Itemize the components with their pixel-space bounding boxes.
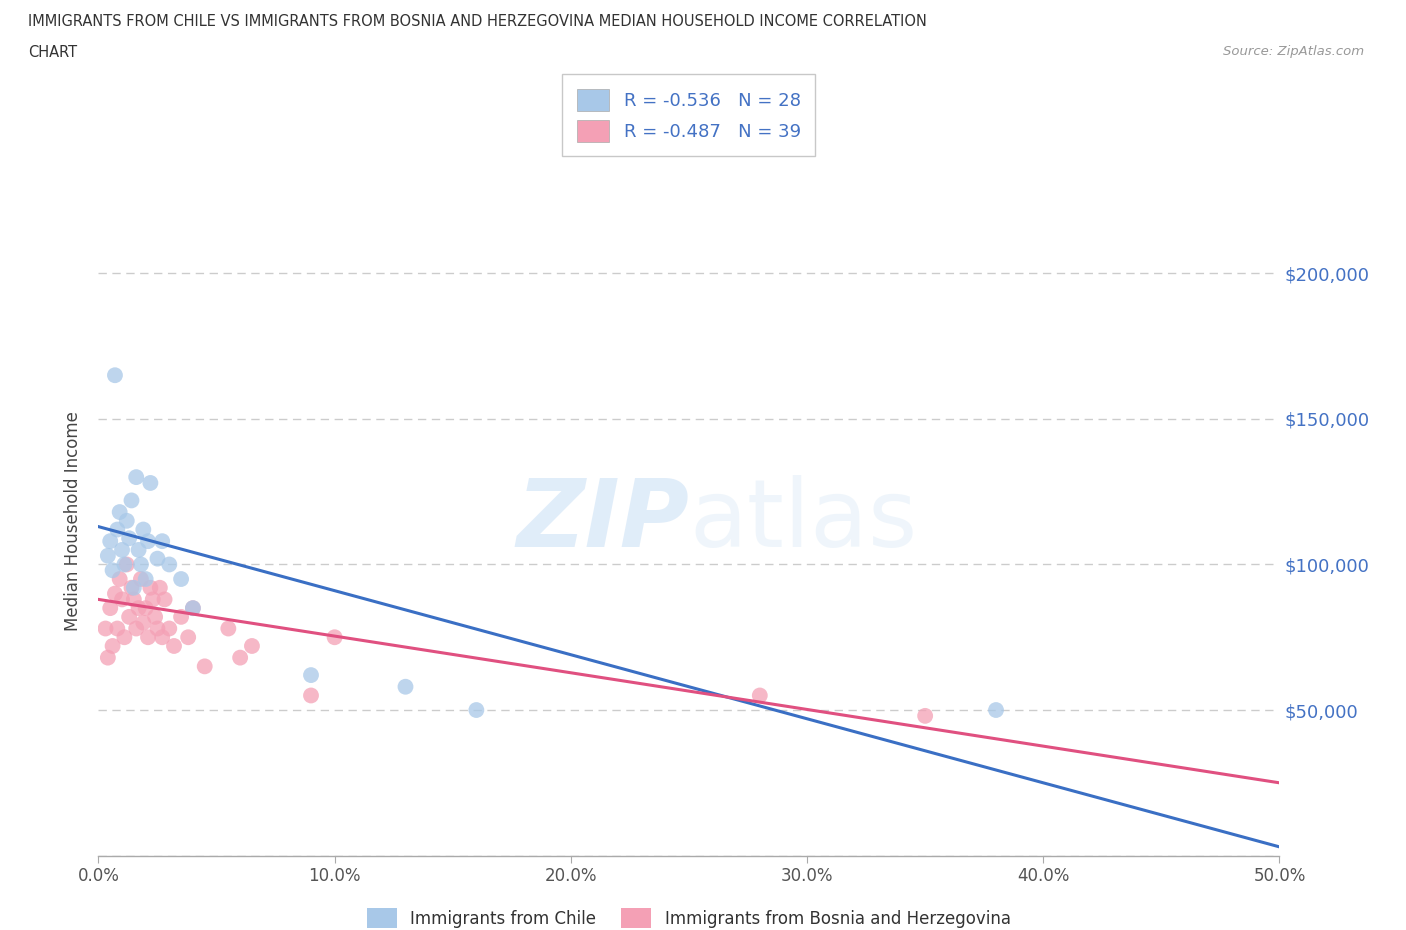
Point [125,470,148,485]
Point [121,580,143,595]
Point [181,601,204,616]
Point [150,534,173,549]
Point [135,601,157,616]
Point [112,630,135,644]
Point [157,557,180,572]
Point [105,522,128,537]
Point [146,551,169,566]
Point [914,709,936,724]
Point [101,563,124,578]
Point [118,531,141,546]
Point [118,609,141,624]
Point [170,572,193,587]
Point [240,639,263,654]
Point [104,586,127,601]
Point [108,505,131,520]
Text: ZIP: ZIP [516,475,689,566]
Point [104,367,127,382]
Point [135,572,157,587]
Point [122,592,145,607]
Point [128,601,150,616]
Point [157,621,180,636]
Text: atlas: atlas [689,475,917,566]
Point [98,601,121,616]
Point [112,557,135,572]
Point [143,609,166,624]
Point [108,572,131,587]
Point [149,580,172,595]
Point [984,702,1007,717]
Point [136,534,159,549]
Point [129,572,152,587]
Point [177,630,200,644]
Point [125,621,148,636]
Point [122,580,145,595]
Point [111,542,134,557]
Text: Source: ZipAtlas.com: Source: ZipAtlas.com [1223,45,1364,58]
Point [128,542,150,557]
Point [194,659,217,674]
Text: CHART: CHART [28,45,77,60]
Y-axis label: Median Household Income: Median Household Income [65,411,83,631]
Point [98,534,121,549]
Point [142,592,165,607]
Point [136,630,159,644]
Point [748,688,770,703]
Point [105,621,128,636]
Point [139,475,162,490]
Point [132,616,155,631]
Point [115,513,138,528]
Point [94,621,117,636]
Point [163,639,186,654]
Point [153,592,176,607]
Point [139,580,162,595]
Point [146,621,169,636]
Legend: Immigrants from Chile, Immigrants from Bosnia and Herzegovina: Immigrants from Chile, Immigrants from B… [360,902,1018,930]
Point [115,557,138,572]
Point [394,679,416,694]
Point [181,601,204,616]
Point [229,650,252,665]
Point [170,609,193,624]
Point [132,522,155,537]
Point [97,650,120,665]
Point [129,557,152,572]
Point [323,630,346,644]
Point [150,630,173,644]
Point [465,702,488,717]
Point [111,592,134,607]
Point [101,639,124,654]
Text: IMMIGRANTS FROM CHILE VS IMMIGRANTS FROM BOSNIA AND HERZEGOVINA MEDIAN HOUSEHOLD: IMMIGRANTS FROM CHILE VS IMMIGRANTS FROM… [28,14,927,29]
Point [299,668,322,683]
Point [217,621,239,636]
Point [97,549,120,564]
Point [299,688,322,703]
Point [121,493,143,508]
